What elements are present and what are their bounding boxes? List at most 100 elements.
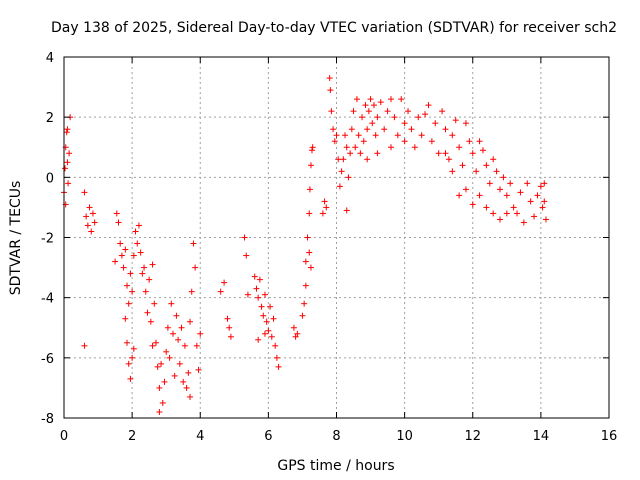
data-point [146,276,153,283]
data-point [350,108,357,115]
data-point [255,336,262,343]
data-point [224,315,231,322]
data-point [514,210,521,217]
data-point [302,282,309,289]
data-point [408,126,415,133]
data-point [258,303,265,310]
data-point [195,366,202,373]
data-point [117,240,124,247]
data-point [442,150,449,157]
data-point [118,252,125,259]
y-tick-labels: 4 2 0 -2 -4 -6 -8 [41,51,54,427]
data-point [227,333,234,340]
data-point [294,330,301,337]
x-tick-label: 0 [60,429,68,444]
data-point [370,102,377,109]
data-point [462,120,469,127]
data-point [352,144,359,151]
data-point [64,126,71,133]
data-point [151,300,158,307]
data-point [466,138,473,145]
data-point [251,273,258,280]
data-point [135,222,142,229]
data-point [183,384,190,391]
data-point [175,336,182,343]
data-point [185,369,192,376]
data-point [265,327,272,334]
data-point [483,162,490,169]
data-point [442,126,449,133]
data-point [62,165,69,172]
data-point [141,264,148,271]
data-point [112,258,119,265]
data-point [193,342,200,349]
data-point [260,312,267,319]
y-tick-label: 0 [46,171,54,186]
data-point [171,372,178,379]
data-point [132,228,139,235]
data-point [152,339,159,346]
data-point [353,96,360,103]
data-point [156,384,163,391]
data-point [343,144,350,151]
data-point [388,96,394,103]
data-point [306,186,313,193]
data-point [84,222,91,229]
data-point [65,180,72,187]
data-point [377,99,384,106]
data-point [158,360,165,367]
data-point [306,249,313,256]
x-tick-labels: 0 2 4 6 8 10 12 14 16 [60,429,617,444]
data-point [388,144,394,151]
data-point [261,330,268,337]
data-point [161,378,168,385]
data-point [221,279,228,286]
data-point [63,129,70,136]
data-point [149,261,156,268]
data-point [91,219,98,226]
data-point [355,132,362,139]
data-point [130,252,137,259]
x-tick-label: 10 [396,429,413,444]
data-point [156,408,163,415]
data-point [483,204,490,211]
data-point [360,138,367,145]
data-point [166,354,173,361]
data-point [292,333,299,340]
data-point [357,150,364,157]
data-point [168,300,175,307]
data-point [302,258,309,265]
data-point [244,291,251,298]
data-point [342,132,349,139]
data-point [369,120,376,127]
data-point [275,363,282,370]
data-point [503,210,510,217]
data-point [217,288,224,295]
data-point [328,108,335,115]
data-point [439,108,446,115]
data-point [374,114,381,121]
data-point [301,300,308,307]
data-point [541,198,548,205]
axis-ticks [63,56,610,419]
data-point [459,162,466,169]
data-point [142,288,149,295]
data-point [401,138,408,145]
data-point [490,210,497,217]
data-point [539,204,546,211]
data-point [520,219,527,226]
data-point [469,150,476,157]
data-point [261,291,268,298]
data-point [134,240,141,247]
data-point [122,315,129,322]
data-point [510,204,517,211]
data-point [323,204,330,211]
data-point [139,270,146,277]
data-point [340,156,347,163]
data-point [115,219,122,226]
data-point [327,87,334,94]
data-point [394,132,401,139]
data-point [81,342,88,349]
x-tick-label: 14 [533,429,550,444]
